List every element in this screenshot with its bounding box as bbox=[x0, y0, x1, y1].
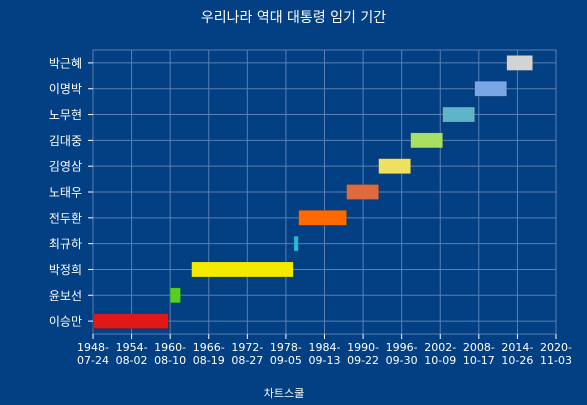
bar-5 bbox=[378, 158, 411, 174]
x-tick-label-date: 11-03 bbox=[540, 354, 572, 367]
bar-10 bbox=[169, 287, 181, 304]
bars bbox=[92, 55, 533, 329]
x-tick-label-year: 1966- bbox=[193, 341, 225, 354]
x-tick-label-date: 10-26 bbox=[501, 354, 533, 367]
category-label: 노무현 bbox=[49, 108, 82, 122]
bar-3 bbox=[442, 106, 475, 123]
bar-1 bbox=[506, 55, 533, 71]
category-label: 이승만 bbox=[49, 315, 82, 329]
x-tick-label-date: 09-22 bbox=[347, 354, 379, 367]
chart-title: 우리나라 역대 대통령 임기 기간 bbox=[201, 10, 386, 26]
bar-6 bbox=[346, 184, 379, 200]
x-tick-label-date: 08-02 bbox=[116, 354, 148, 367]
x-tick-label-date: 09-30 bbox=[386, 354, 418, 367]
x-tick-label-year: 2008- bbox=[463, 341, 495, 354]
x-tick-label-year: 1990- bbox=[347, 341, 379, 354]
category-label: 박정희 bbox=[49, 263, 82, 277]
x-tick-label-date: 10-17 bbox=[463, 354, 495, 367]
x-tick-label-year: 1978- bbox=[270, 341, 302, 354]
category-label: 김대중 bbox=[49, 134, 82, 148]
x-tick-label-date: 08-27 bbox=[231, 354, 263, 367]
x-tick-label-year: 1954- bbox=[116, 341, 148, 354]
x-tick-label-year: 1972- bbox=[231, 341, 263, 354]
category-label: 윤보선 bbox=[49, 289, 82, 303]
x-tick-label-date: 10-09 bbox=[424, 354, 456, 367]
bar-8 bbox=[293, 235, 299, 252]
x-axis-ticks: 1948-07-24 1954-08-02 1960-08-10 1966-08-19… bbox=[77, 334, 572, 367]
category-label: 김영삼 bbox=[49, 160, 82, 174]
category-label: 전두환 bbox=[49, 211, 82, 225]
bar-4 bbox=[410, 132, 443, 149]
category-label: 최규하 bbox=[49, 237, 82, 251]
bar-9 bbox=[191, 261, 294, 278]
x-tick-label-year: 1948- bbox=[77, 341, 109, 354]
gridlines bbox=[93, 50, 556, 334]
x-tick-label-date: 08-10 bbox=[154, 354, 186, 367]
category-label: 이명박 bbox=[49, 82, 82, 96]
x-tick-label-date: 09-13 bbox=[309, 354, 341, 367]
bar-11 bbox=[92, 313, 169, 329]
category-label: 박근혜 bbox=[49, 56, 82, 70]
x-tick-label-year: 2020- bbox=[540, 341, 572, 354]
x-tick-label-year: 2002- bbox=[424, 341, 456, 354]
bar-2 bbox=[474, 80, 507, 97]
x-tick-label-year: 1960- bbox=[154, 341, 186, 354]
chart-footer: 차트스쿨 bbox=[264, 387, 304, 400]
x-tick-label-date: 09-05 bbox=[270, 354, 302, 367]
bar-7 bbox=[298, 210, 347, 226]
x-tick-label-year: 1996- bbox=[386, 341, 418, 354]
x-tick-label-year: 2014- bbox=[501, 341, 533, 354]
x-tick-label-date: 08-19 bbox=[193, 354, 225, 367]
x-tick-label-date: 07-24 bbox=[77, 354, 109, 367]
category-label: 노태우 bbox=[49, 186, 82, 200]
x-tick-label-year: 1984- bbox=[309, 341, 341, 354]
